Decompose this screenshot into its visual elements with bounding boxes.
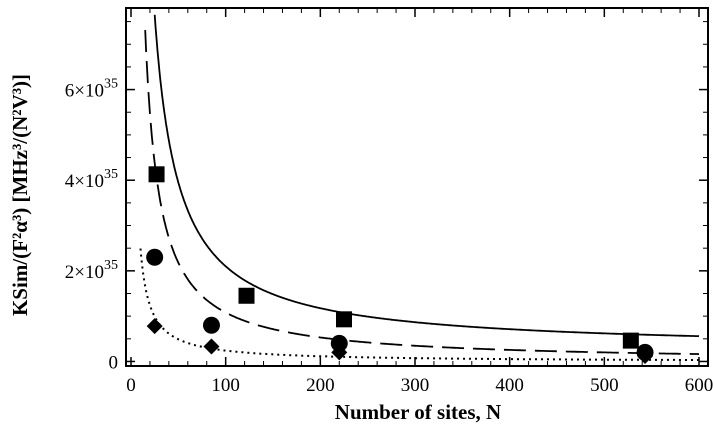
y-tick-label: 0 — [109, 352, 119, 373]
diamond-marker — [203, 338, 220, 355]
x-tick-label: 400 — [495, 375, 524, 396]
plot-frame — [125, 7, 709, 367]
fit-curves — [139, 14, 700, 361]
circle-marker — [202, 316, 220, 334]
data-markers — [146, 166, 654, 365]
x-tick-label: 100 — [211, 375, 240, 396]
x-tick-label: 200 — [306, 375, 335, 396]
diamond-marker — [637, 348, 654, 365]
fit-curve-solid — [153, 14, 700, 338]
x-tick-label: 0 — [126, 375, 136, 396]
y-tick-label: 6×1035 — [65, 77, 118, 102]
x-tick-label: 300 — [401, 375, 430, 396]
circle-marker — [146, 248, 164, 266]
square-marker — [622, 332, 639, 349]
y-tick-label: 4×1035 — [65, 167, 118, 192]
square-marker — [148, 166, 165, 183]
diamond-marker — [146, 318, 163, 335]
fit-curve-dashed — [144, 30, 699, 355]
y-tick-label: 2×1035 — [65, 258, 118, 283]
circle-marker — [330, 334, 348, 352]
x-tick-label: 600 — [685, 375, 713, 396]
square-marker — [238, 287, 255, 304]
x-axis-title: Number of sites, N — [335, 400, 501, 424]
y-axis-title: KSim/(F²α³) [MHz³/(N²V³)] — [8, 74, 32, 316]
axes: 0 100 200 300 400 500 600 0 2×1035 4×1035 6×1035 — [65, 7, 713, 396]
square-marker — [336, 311, 352, 328]
diamond-marker — [331, 344, 348, 361]
x-tick-label: 500 — [590, 375, 619, 396]
